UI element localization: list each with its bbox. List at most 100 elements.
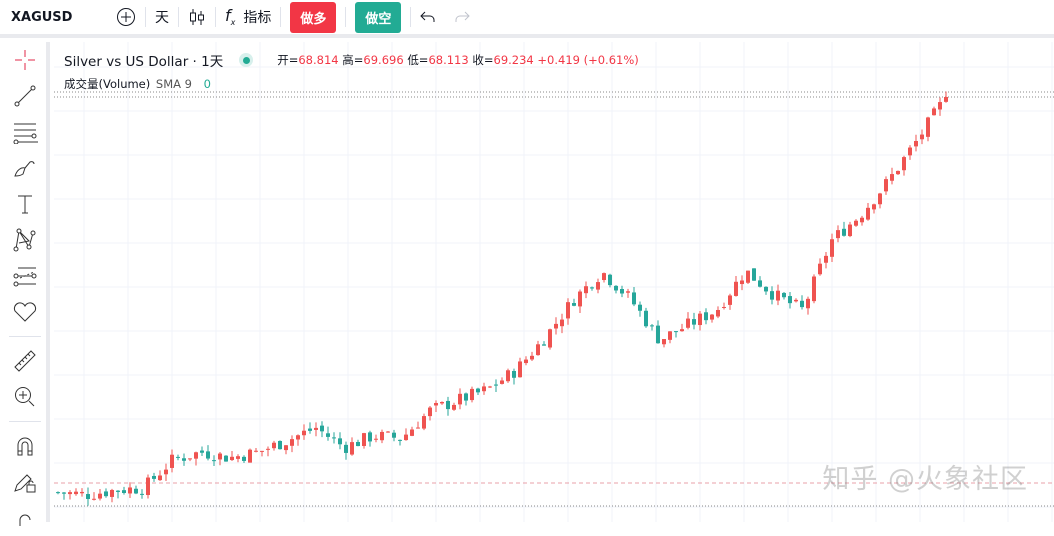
candle-body bbox=[650, 325, 654, 327]
candle-body bbox=[608, 274, 612, 286]
candle-body bbox=[692, 319, 696, 325]
divider bbox=[9, 336, 41, 337]
candle-body bbox=[92, 498, 96, 500]
text-icon bbox=[18, 195, 32, 214]
candle-body bbox=[164, 469, 168, 475]
candle-body bbox=[662, 339, 666, 345]
divider bbox=[215, 7, 216, 27]
prediction-tool[interactable] bbox=[0, 258, 50, 294]
lock-drawings-tool[interactable] bbox=[0, 464, 50, 500]
long-button[interactable]: 做多 bbox=[290, 1, 337, 33]
candle-body bbox=[902, 157, 906, 171]
candle-body bbox=[602, 273, 606, 281]
zoom-in-icon bbox=[15, 387, 35, 407]
candle-body bbox=[62, 492, 66, 494]
candle-body bbox=[236, 456, 240, 459]
candle-body bbox=[536, 344, 540, 356]
candle-body bbox=[470, 388, 474, 401]
candle-body bbox=[800, 300, 804, 308]
crosshair-tool[interactable] bbox=[0, 42, 50, 78]
indicators-label: 指标 bbox=[243, 10, 272, 26]
candle-body bbox=[140, 493, 144, 495]
candle-body bbox=[458, 393, 462, 405]
candle-body bbox=[284, 445, 288, 451]
candle-body bbox=[374, 438, 378, 440]
candle-body bbox=[80, 491, 84, 494]
hide-drawings-tool[interactable] bbox=[0, 500, 50, 536]
trendline-tool[interactable] bbox=[0, 78, 50, 114]
candle-body bbox=[782, 292, 786, 298]
indicators-button[interactable]: fx 指标 bbox=[216, 0, 280, 34]
candle-body bbox=[746, 270, 750, 283]
candle-body bbox=[854, 220, 858, 226]
candle-body bbox=[836, 230, 840, 239]
crosshair-icon bbox=[15, 50, 35, 70]
candle-body bbox=[464, 393, 468, 401]
candle-body bbox=[548, 329, 552, 348]
text-tool[interactable] bbox=[0, 186, 50, 222]
candle-body bbox=[614, 285, 618, 291]
candle-body bbox=[386, 431, 390, 433]
candle-body bbox=[926, 117, 930, 137]
fx-icon: fx bbox=[225, 6, 236, 28]
candle-body bbox=[632, 292, 636, 305]
candle-body bbox=[302, 430, 306, 436]
candle-body bbox=[578, 291, 582, 307]
candle-body bbox=[542, 344, 546, 346]
candle-body bbox=[938, 102, 942, 110]
divider bbox=[178, 7, 179, 27]
fib-tool[interactable] bbox=[0, 114, 50, 150]
candle-body bbox=[116, 490, 120, 492]
pencil-lock-icon bbox=[14, 474, 36, 493]
volume-sma: SMA 9 bbox=[155, 77, 192, 91]
zoom-tool[interactable] bbox=[0, 379, 50, 415]
symbol-search[interactable]: XAGUSD bbox=[11, 9, 73, 25]
candle-body bbox=[830, 239, 834, 257]
candle-body bbox=[776, 290, 780, 301]
measure-tool[interactable] bbox=[0, 343, 50, 379]
candle-body bbox=[134, 488, 138, 494]
ohlc-values: 开=68.814 高=69.696 低=68.113 收=69.234 +0.4… bbox=[277, 52, 639, 68]
candle-body bbox=[908, 147, 912, 156]
trendline-icon bbox=[14, 85, 36, 107]
redo-button[interactable] bbox=[445, 0, 479, 34]
brush-tool[interactable] bbox=[0, 150, 50, 186]
candle-body bbox=[218, 453, 222, 460]
candle-body bbox=[530, 355, 534, 360]
candle-body bbox=[188, 458, 192, 460]
redo-icon bbox=[455, 11, 471, 22]
candle-body bbox=[176, 456, 180, 458]
candle-body bbox=[788, 296, 792, 304]
compare-symbol-button[interactable] bbox=[107, 0, 145, 34]
candle-body bbox=[404, 434, 408, 441]
candle-body bbox=[740, 280, 744, 285]
candle-body bbox=[638, 304, 642, 311]
candle-body bbox=[338, 438, 342, 445]
magnet-tool[interactable] bbox=[0, 428, 50, 464]
candle-body bbox=[932, 108, 936, 116]
candle-body bbox=[362, 433, 366, 446]
pattern-tool[interactable] bbox=[0, 222, 50, 258]
candle-body bbox=[644, 310, 648, 327]
chart-pane[interactable]: Silver vs US Dollar · 1天 开=68.814 高=69.6… bbox=[54, 42, 1054, 522]
candle-body bbox=[422, 416, 426, 429]
candlestick-plot[interactable] bbox=[54, 42, 1054, 522]
interval-button[interactable]: 天 bbox=[155, 10, 169, 26]
candle-body bbox=[914, 140, 918, 147]
candle-body bbox=[380, 431, 384, 441]
candle-body bbox=[674, 331, 678, 333]
icons-tool[interactable] bbox=[0, 294, 50, 330]
volume-value: 0 bbox=[203, 77, 211, 91]
candle-body bbox=[98, 493, 102, 499]
candle-body bbox=[212, 460, 216, 462]
candle-body bbox=[512, 370, 516, 378]
series-title: Silver vs US Dollar · 1天 bbox=[64, 54, 224, 70]
undo-button[interactable] bbox=[411, 0, 445, 34]
candle-body bbox=[752, 268, 756, 281]
divider bbox=[280, 7, 282, 27]
candle-body bbox=[872, 204, 876, 210]
candle-body bbox=[860, 217, 864, 223]
candle-body bbox=[440, 401, 444, 404]
chart-type-button[interactable] bbox=[179, 0, 215, 34]
short-button[interactable]: 做空 bbox=[355, 1, 402, 33]
